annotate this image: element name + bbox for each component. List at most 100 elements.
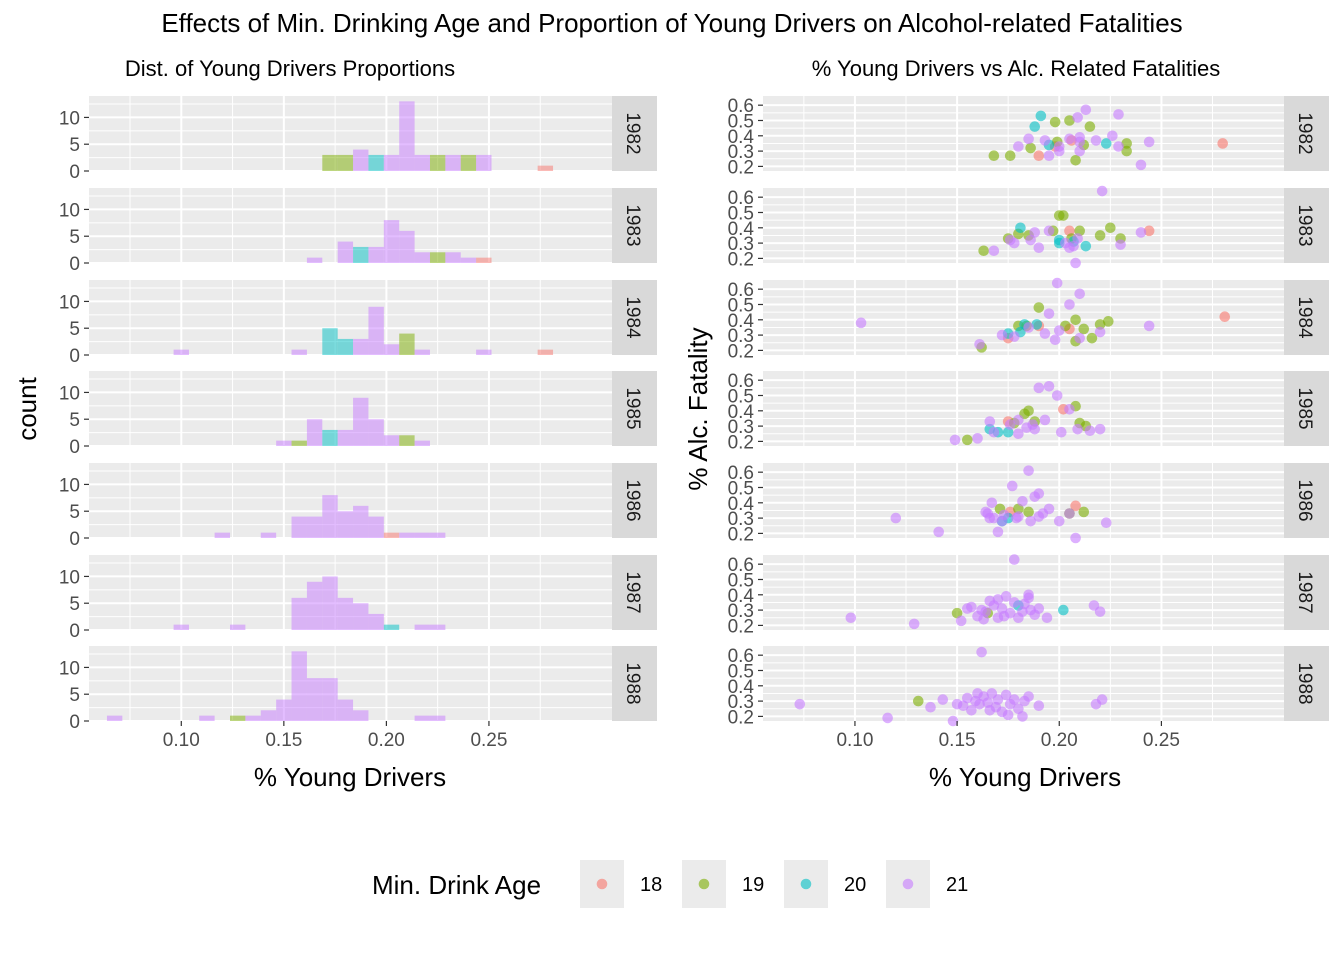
scatter-point [1084,121,1096,132]
scatter-point [794,698,806,710]
y-tick-label: 0.5 [728,570,754,591]
y-tick-label: 0.2 [728,249,754,270]
histogram-bar [414,532,430,538]
scatter-panel-1984: 0.20.30.40.50.6 1984 [728,277,1329,362]
scatter-point [984,512,996,524]
y-tick-label: 5 [69,410,80,431]
histogram-bar [322,678,338,721]
legend-key-point [596,878,608,890]
scatter-point [1027,419,1038,430]
scatter-point [998,610,1010,622]
scatter-point [1033,511,1045,522]
scatter-point [1009,554,1020,565]
scatter-point [1033,603,1045,614]
histogram-bar [445,252,461,263]
histogram-panels: 0 5 10 1982 0 5 10 1983 0 5 10 1984 0 5 10 1985 0 5 10 1986… [59,96,657,751]
scatter-point [1023,133,1034,145]
y-tick-label: 0.5 [728,111,754,132]
scatter-point [882,712,893,724]
histogram-bar [337,338,354,355]
scatter-point [1102,316,1114,327]
histogram-bar [337,241,354,263]
scatter-point [1051,277,1063,289]
histogram-bar [199,715,215,721]
histogram-bar [214,532,231,538]
facet-strip-label: 1984 [1294,296,1315,339]
scatter-point [1105,222,1116,234]
scatter-point [1000,689,1012,701]
histogram-title: Dist. of Young Drivers Proportions [125,56,455,81]
scatter-point [1033,382,1045,394]
scatter-point [978,613,989,625]
y-tick-label: 0.4 [728,586,755,607]
x-tick-label: 0.15 [265,730,302,751]
scatter-point [1013,141,1024,152]
histogram-bar [337,699,354,721]
scatter-point [966,704,977,716]
scatter-point [1017,711,1028,722]
histogram-bar [322,154,338,171]
histogram-bar [291,349,307,355]
y-tick-label: 10 [59,475,80,496]
histogram-bar [414,349,430,355]
facet-strip [612,188,657,263]
y-tick-label: 5 [69,135,80,156]
histogram-bar [399,333,415,355]
x-tick-label: 0.20 [1041,730,1078,751]
scatter-point [1009,237,1020,249]
legend-item-label: 18 [640,874,662,896]
scatter-point [1009,597,1020,608]
scatter-point [1094,326,1106,338]
histogram-bar [414,154,430,171]
scatter-point [1072,233,1083,244]
histogram-bar [322,328,338,355]
facet-strip-label: 1986 [622,479,643,521]
y-tick-label: 10 [59,567,80,588]
scatter-point [1015,222,1026,234]
scatter-point [1094,230,1106,241]
legend-key-point [902,878,914,890]
scatter-point [1084,425,1096,436]
scatter-point [1053,325,1065,336]
scatter-point [974,338,985,350]
histogram-bar [429,532,446,538]
scatter-point [1121,138,1132,149]
scatter-point [962,434,973,446]
y-tick-label: 5 [69,319,80,340]
scatter-point [1043,225,1055,237]
facet-strip [1284,280,1329,355]
y-tick-label: 5 [69,685,80,706]
histogram-bar [337,154,354,171]
scatter-panel-1982: 0.20.30.40.50.6 1982 [728,96,1329,178]
facet-strip [612,463,657,538]
facet-strip-label: 1985 [622,387,643,429]
histogram-bar [445,154,461,171]
scatter-point [1058,604,1069,616]
y-tick-label: 10 [59,658,80,679]
scatter-point [966,601,977,613]
facet-strip [612,280,657,355]
histogram-bar [337,597,354,630]
y-tick-label: 0.5 [728,478,754,499]
scatter-point [1025,515,1036,527]
histogram-bar [368,306,384,355]
scatter-point [1004,419,1016,430]
y-tick-label: 0.3 [728,326,754,347]
scatter-point [972,688,983,699]
legend-item-label: 21 [946,874,968,896]
scatter-point [1070,500,1081,512]
scatter-x-axis-label: % Young Drivers [929,762,1121,792]
scatter-point [1039,328,1051,339]
histogram-bar [399,230,415,263]
scatter-point [1143,136,1155,148]
facet-strip [612,371,657,446]
legend-item-19: 19 [682,860,764,908]
scatter-point [1078,506,1090,518]
histogram-bar [291,516,307,538]
y-tick-label: 0.6 [728,646,754,667]
histogram-bar [368,613,384,630]
scatter-point [1096,694,1108,705]
histogram-bar [276,699,292,721]
facet-strip [1284,96,1329,171]
scatter-point [1135,159,1147,171]
